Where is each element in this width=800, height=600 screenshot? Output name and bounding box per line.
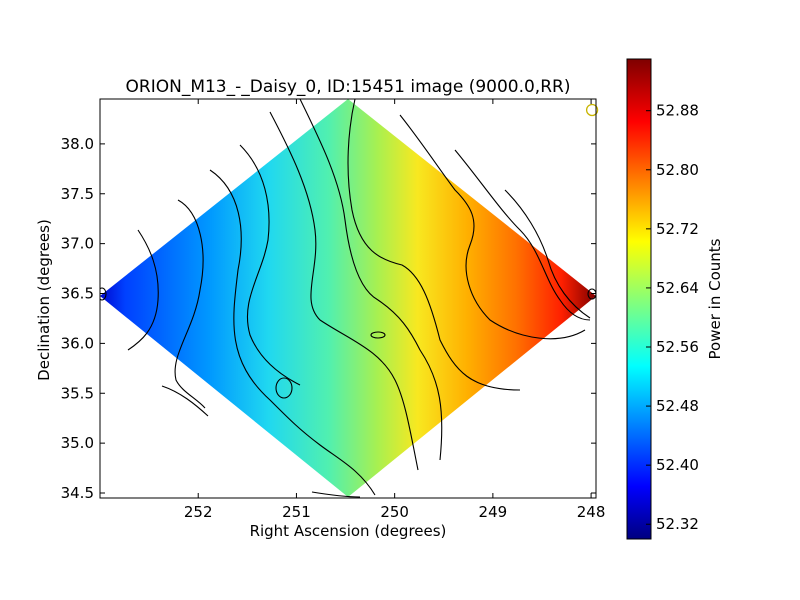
y-axis: 34.5 35.0 35.5 36.0 36.5 37.0 37.5 38.0 — [61, 135, 596, 502]
y-tick-label: 36.5 — [61, 285, 94, 303]
contour-line — [161, 385, 209, 417]
y-tick-label: 35.0 — [61, 434, 94, 452]
colorbar-tick-label: 52.88 — [656, 102, 699, 120]
x-axis-label: Right Ascension (degrees) — [250, 522, 447, 540]
contour-line — [399, 114, 586, 340]
y-tick-label: 36.0 — [61, 334, 94, 352]
contour-line — [209, 169, 376, 496]
y-tick-label: 38.0 — [61, 135, 94, 153]
colorbar-tick-label: 52.56 — [656, 338, 699, 356]
contour-loop — [587, 288, 596, 300]
colorbar-label: Power in Counts — [706, 238, 724, 359]
x-tick-label: 250 — [380, 503, 409, 521]
contour-line — [269, 111, 419, 471]
contour-line — [127, 229, 159, 351]
contour-line — [504, 189, 591, 319]
y-tick-label: 37.0 — [61, 235, 94, 253]
colorbar-tick-label: 52.48 — [656, 397, 699, 415]
contour-line — [174, 199, 206, 409]
contour-line — [347, 99, 521, 391]
heatmap-field — [100, 99, 596, 497]
x-tick-label: 251 — [282, 503, 311, 521]
contour-loop — [275, 377, 293, 399]
colorbar-tick-label: 52.64 — [656, 279, 699, 297]
x-tick-label: 248 — [577, 503, 606, 521]
colorbar-axis: 52.32 52.40 52.48 52.56 52.64 52.72 52.80 52.88 — [646, 102, 699, 533]
colorbar-tick-label: 52.72 — [656, 220, 699, 238]
chart-title: ORION_M13_-_Daisy_0, ID:15451 image (900… — [126, 77, 571, 97]
colorbar-tick-label: 52.32 — [656, 515, 699, 533]
contour-line — [239, 144, 301, 386]
contour-loop — [370, 331, 386, 339]
colorbar — [626, 58, 652, 540]
contour-loop — [100, 287, 107, 301]
contour-line — [454, 149, 591, 321]
contour-lines — [100, 99, 596, 498]
y-tick-label: 35.5 — [61, 384, 94, 402]
beam-marker — [585, 103, 599, 117]
contour-line — [311, 491, 361, 498]
axes-frame — [99, 98, 597, 499]
y-axis-label: Declination (degrees) — [35, 219, 53, 381]
y-tick-label: 37.5 — [61, 185, 94, 203]
contour-line — [299, 99, 443, 461]
colorbar-tick-label: 52.80 — [656, 161, 699, 179]
y-tick-label: 34.5 — [61, 484, 94, 502]
x-tick-label: 252 — [184, 503, 213, 521]
x-tick-label: 249 — [479, 503, 508, 521]
colorbar-tick-label: 52.40 — [656, 456, 699, 474]
x-axis: 252 251 250 249 248 — [184, 99, 606, 521]
